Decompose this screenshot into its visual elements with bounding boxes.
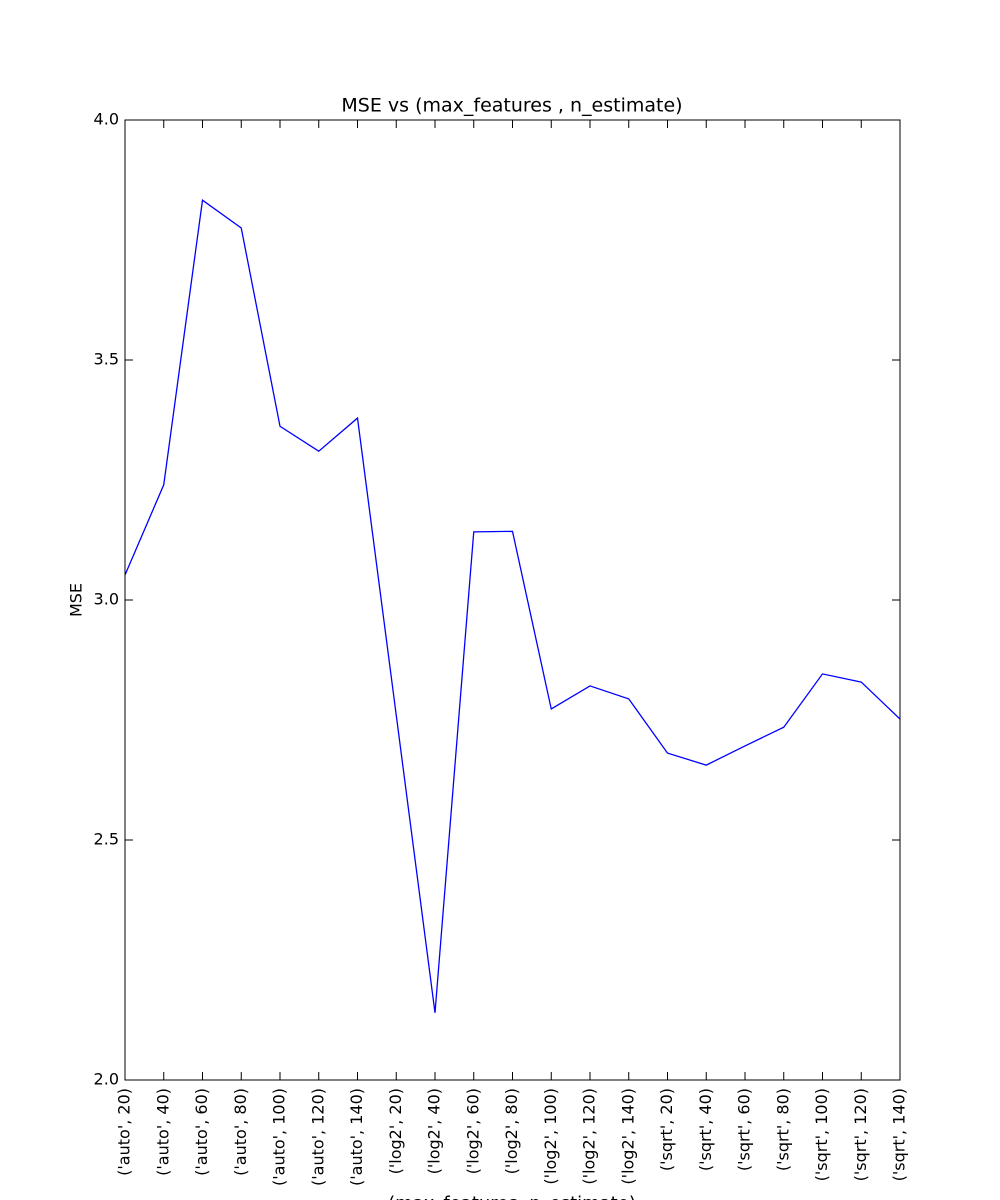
x-tick-label: ('log2', 20) <box>386 1088 405 1174</box>
x-tick-label: ('sqrt', 20) <box>657 1088 676 1171</box>
x-tick-label: ('log2', 60) <box>463 1088 482 1174</box>
x-tick-label: ('sqrt', 40) <box>696 1088 715 1171</box>
x-axis-label: (max_features, n_estimate) <box>388 1193 636 1200</box>
y-tick-label: 3.5 <box>94 350 119 369</box>
x-tick-label: ('log2', 140) <box>618 1088 637 1185</box>
x-tick-label: ('auto', 120) <box>308 1088 327 1186</box>
y-tick-label: 2.5 <box>94 830 119 849</box>
y-axis-label: MSE <box>67 583 86 617</box>
x-tick-label: ('auto', 140) <box>347 1088 366 1186</box>
chart-title: MSE vs (max_features , n_estimate) <box>341 95 682 117</box>
x-tick-label: ('sqrt', 140) <box>890 1088 909 1181</box>
x-tick-label: ('auto', 60) <box>192 1088 211 1176</box>
y-tick-label: 4.0 <box>94 110 119 129</box>
plot-frame <box>124 119 901 1081</box>
x-tick-label: ('sqrt', 120) <box>851 1088 870 1181</box>
data-line <box>124 199 901 1013</box>
x-tick-label: ('sqrt', 60) <box>735 1088 754 1171</box>
x-tick-label: ('log2', 100) <box>541 1088 560 1185</box>
x-tick-label: ('log2', 80) <box>502 1088 521 1174</box>
y-tick-label: 3.0 <box>94 590 119 609</box>
x-tick-label: ('auto', 20) <box>115 1088 134 1176</box>
y-tick-label: 2.0 <box>94 1070 119 1089</box>
x-tick-label: ('sqrt', 100) <box>812 1088 831 1181</box>
x-tick-label: ('log2', 120) <box>580 1088 599 1185</box>
x-tick-label: ('sqrt', 80) <box>773 1088 792 1171</box>
x-tick-label: ('log2', 40) <box>425 1088 444 1174</box>
x-tick-label: ('auto', 80) <box>231 1088 250 1176</box>
x-tick-label: ('auto', 100) <box>270 1088 289 1186</box>
x-tick-label: ('auto', 40) <box>153 1088 172 1176</box>
